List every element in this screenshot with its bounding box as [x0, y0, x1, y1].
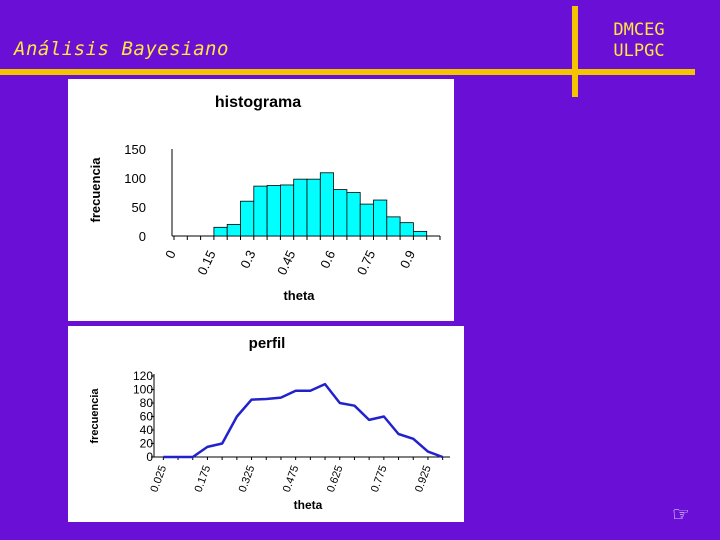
x-tick-label: 0.45 [274, 248, 298, 277]
x-tick-label: 0.025 [148, 464, 169, 494]
series-line [163, 382, 444, 459]
title-divider [0, 69, 695, 75]
y-axis-label: frecuencia [89, 388, 101, 444]
x-tick-label: 0 [162, 248, 179, 261]
histogram-bar [346, 192, 361, 237]
x-axis-label: theta [294, 498, 323, 512]
histogram-bar [306, 178, 321, 237]
histogram-bar [359, 203, 374, 237]
organization-label: DMCEG ULPGC [596, 20, 682, 62]
y-tick-label: 80 [140, 396, 154, 410]
y-tick-label: 0 [139, 229, 146, 244]
y-tick-label: 60 [140, 410, 154, 424]
histogram-bar [213, 226, 228, 237]
x-tick-label: 0.75 [354, 248, 378, 277]
y-tick-label: 100 [133, 383, 153, 397]
histogram-chart-panel: histograma 0 50 100 150 0 0.15 0.3 0.45 0.6 0.75 0.… [68, 79, 454, 321]
x-tick-label: 0.925 [413, 464, 434, 494]
histogram-bar [240, 200, 255, 237]
profile-chart-panel: perfil 0 20 40 60 80 100 120 0.025 0.175 0.325 0.47… [68, 326, 464, 522]
histogram-chart: histograma 0 50 100 150 0 0.15 0.3 0.45 0.6 0.75 0.… [88, 94, 441, 303]
y-tick-label: 0 [146, 450, 153, 464]
histogram-bar [279, 184, 295, 237]
histogram-bar [386, 216, 401, 237]
vertical-divider [572, 6, 578, 97]
x-tick-label: 0.9 [397, 248, 418, 271]
x-tick-label: 0.3 [237, 248, 258, 271]
histogram-bar [253, 185, 268, 237]
histogram-bar [373, 199, 388, 237]
histogram-bar [293, 178, 308, 237]
y-tick-label: 150 [124, 142, 146, 157]
org-line-1: DMCEG [613, 20, 665, 40]
x-axis-label: theta [283, 288, 315, 303]
x-tick-label: 0.325 [237, 464, 258, 494]
histogram-bar [412, 230, 428, 237]
org-line-2: ULPGC [613, 41, 665, 61]
y-tick-label: 40 [140, 423, 154, 437]
chart-title: histograma [215, 94, 301, 111]
histogram-bar [333, 189, 348, 237]
x-tick-label: 0.475 [281, 464, 302, 494]
y-tick-label: 120 [133, 369, 153, 383]
x-tick-label: 0.175 [193, 464, 214, 494]
x-tick-label: 0.15 [194, 248, 218, 277]
y-axis-label: frecuencia [88, 157, 103, 223]
x-tick-label: 0.775 [369, 464, 390, 494]
histogram-bar [319, 172, 335, 237]
chart-title: perfil [249, 335, 286, 352]
slide-title: Análisis Bayesiano [14, 38, 229, 60]
histogram-bar [266, 185, 281, 237]
histogram-bar [226, 223, 241, 237]
histogram-bar [399, 222, 414, 237]
y-tick-label: 50 [132, 200, 146, 215]
x-tick-label: 0.625 [325, 464, 346, 494]
y-tick-label: 20 [140, 437, 154, 451]
pointing-hand-icon[interactable]: ☞ [672, 502, 690, 526]
y-tick-label: 100 [124, 171, 146, 186]
x-tick-label: 0.6 [317, 248, 338, 271]
